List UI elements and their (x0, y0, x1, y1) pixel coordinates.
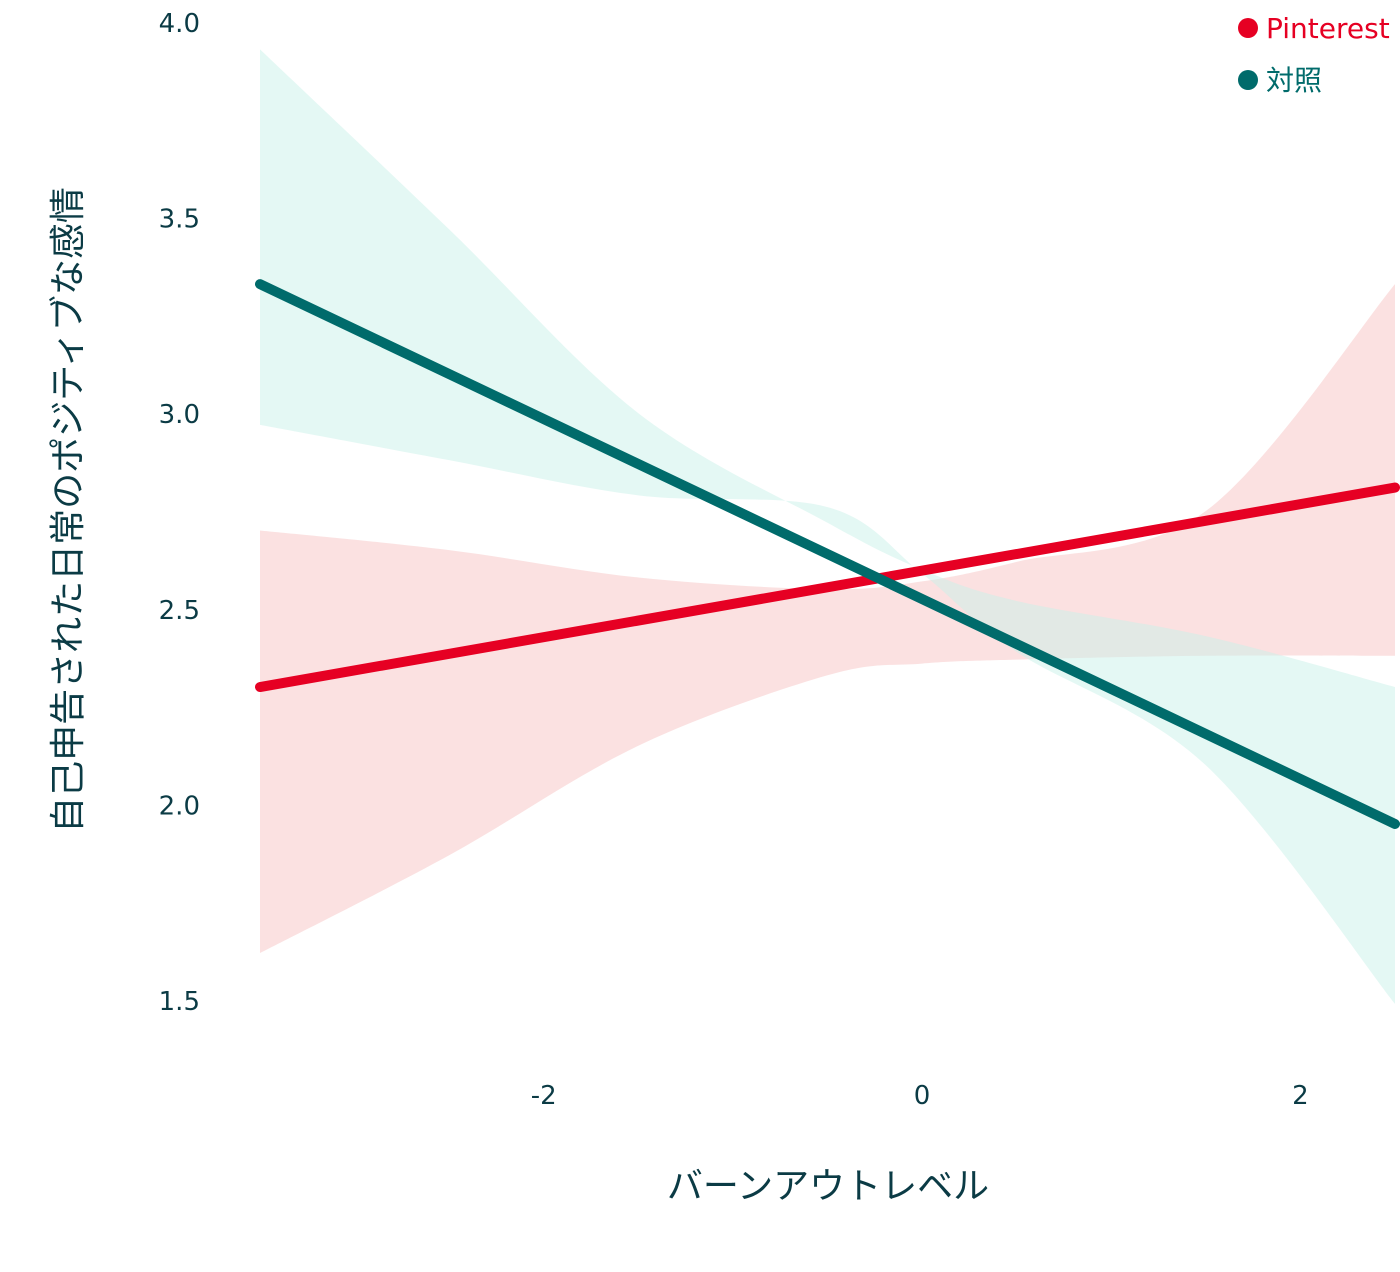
legend-label-1: 対照 (1266, 64, 1322, 97)
x-axis-ticks: -2 0 2 (531, 1081, 1309, 1111)
series-line-0 (255, 482, 1400, 693)
y-tick-label: 2.5 (159, 596, 200, 626)
confidence-bands (260, 49, 1395, 1004)
y-tick-label: 3.0 (159, 400, 200, 430)
y-axis-label: 自己申告された日常のポジティブな感情 (48, 187, 89, 833)
x-tick-label: -2 (531, 1081, 557, 1111)
legend: Pinterest 対照 (1238, 12, 1390, 97)
y-axis-ticks: 4.0 3.5 3.0 2.5 2.0 1.5 (159, 9, 200, 1017)
y-tick-label: 3.5 (159, 205, 200, 235)
y-tick-label: 2.0 (159, 791, 200, 821)
x-tick-label: 0 (914, 1081, 931, 1111)
x-tick-label: 2 (1292, 1081, 1309, 1111)
confidence-band-0 (260, 284, 1395, 954)
x-axis-label: バーンアウトレベル (667, 1166, 989, 1207)
y-tick-label: 4.0 (159, 9, 200, 39)
legend-marker-0 (1238, 18, 1258, 38)
legend-label-0: Pinterest (1266, 12, 1390, 45)
y-tick-label: 1.5 (159, 987, 200, 1017)
series-line-1 (255, 279, 1400, 829)
legend-marker-1 (1238, 70, 1258, 90)
series-lines (255, 279, 1400, 829)
